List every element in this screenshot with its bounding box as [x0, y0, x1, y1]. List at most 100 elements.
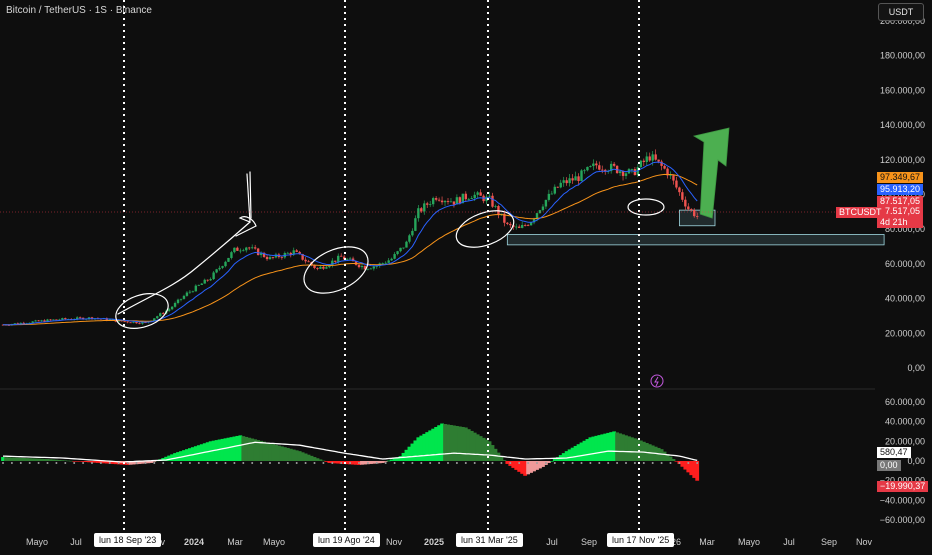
candle-body[interactable] [417, 208, 420, 219]
candle-body[interactable] [292, 250, 295, 255]
candle-body[interactable] [470, 198, 473, 199]
osc-bar[interactable] [315, 458, 320, 461]
osc-bar[interactable] [351, 461, 355, 465]
osc-bar[interactable] [570, 447, 575, 461]
osc-bar[interactable] [561, 453, 566, 461]
candle-body[interactable] [200, 283, 203, 285]
osc-bar[interactable] [484, 439, 489, 461]
candle-body[interactable] [583, 170, 586, 172]
osc-bar[interactable] [33, 458, 38, 461]
osc-bar[interactable] [380, 461, 385, 463]
candle-body[interactable] [221, 266, 224, 268]
candle-body[interactable] [672, 175, 675, 181]
candle-body[interactable] [135, 321, 138, 324]
osc-bar[interactable] [573, 445, 578, 461]
osc-bar[interactable] [4, 457, 8, 461]
osc-bar[interactable] [253, 439, 258, 461]
osc-bar[interactable] [354, 461, 358, 465]
osc-bar[interactable] [279, 446, 284, 461]
osc-bar[interactable] [15, 457, 20, 461]
candle-body[interactable] [203, 279, 206, 284]
currency-button[interactable]: USDT [878, 3, 924, 21]
osc-bar[interactable] [588, 437, 593, 461]
candle-body[interactable] [434, 198, 438, 200]
osc-bar[interactable] [434, 426, 439, 461]
candle-body[interactable] [331, 260, 334, 266]
candle-body[interactable] [431, 198, 435, 205]
candle-body[interactable] [651, 154, 654, 161]
osc-bar[interactable] [327, 461, 332, 463]
osc-bar[interactable] [502, 460, 507, 461]
osc-bar[interactable] [51, 459, 56, 461]
osc-bar[interactable] [472, 432, 477, 461]
candle-body[interactable] [684, 199, 687, 207]
osc-bar[interactable] [241, 436, 246, 461]
osc-bar[interactable] [638, 440, 643, 461]
candle-body[interactable] [46, 319, 49, 322]
candle-body[interactable] [209, 279, 212, 281]
osc-bar[interactable] [282, 447, 287, 461]
candle-body[interactable] [129, 322, 132, 324]
candle-body[interactable] [624, 173, 628, 176]
osc-bar[interactable] [250, 438, 255, 461]
candle-body[interactable] [503, 213, 506, 223]
candle-body[interactable] [340, 255, 343, 257]
osc-bar[interactable] [493, 448, 498, 461]
candle-body[interactable] [630, 169, 634, 170]
candle-body[interactable] [589, 166, 592, 167]
osc-bar[interactable] [217, 439, 222, 461]
candle-body[interactable] [693, 210, 696, 217]
osc-bar[interactable] [392, 458, 397, 461]
candle-body[interactable] [185, 292, 189, 296]
osc-bar[interactable] [606, 432, 611, 461]
candle-body[interactable] [553, 186, 556, 194]
osc-bar[interactable] [259, 440, 263, 461]
candle-body[interactable] [586, 166, 589, 171]
candle-body[interactable] [518, 226, 521, 228]
candle-body[interactable] [256, 248, 260, 256]
candle-body[interactable] [440, 200, 444, 203]
osc-bar[interactable] [674, 461, 679, 462]
candle-body[interactable] [167, 309, 171, 311]
candle-body[interactable] [295, 250, 298, 252]
candle-body[interactable] [473, 194, 476, 199]
osc-bar[interactable] [627, 436, 631, 461]
candle-body[interactable] [334, 260, 337, 262]
osc-bar[interactable] [609, 432, 614, 461]
osc-bar[interactable] [176, 452, 180, 461]
candle-body[interactable] [687, 206, 690, 210]
osc-bar[interactable] [466, 429, 471, 461]
candle-body[interactable] [598, 165, 601, 170]
candle-body[interactable] [31, 321, 34, 323]
osc-bar[interactable] [39, 458, 44, 461]
candle-body[interactable] [458, 197, 462, 204]
osc-bar[interactable] [238, 435, 243, 461]
osc-bar[interactable] [431, 428, 436, 461]
candle-body[interactable] [236, 247, 239, 251]
osc-bar[interactable] [24, 458, 29, 461]
candle-body[interactable] [696, 216, 699, 217]
osc-bar[interactable] [603, 433, 608, 461]
osc-bar[interactable] [407, 446, 412, 461]
osc-bar[interactable] [363, 461, 367, 465]
osc-bar[interactable] [27, 458, 32, 461]
candle-body[interactable] [690, 209, 693, 211]
osc-bar[interactable] [612, 431, 617, 461]
candle-body[interactable] [405, 241, 408, 248]
candle-body[interactable] [375, 265, 378, 267]
annotation-circle-4[interactable] [627, 198, 665, 216]
osc-bar[interactable] [57, 459, 62, 461]
candle-body[interactable] [541, 206, 545, 211]
osc-bar[interactable] [271, 444, 275, 461]
osc-bar[interactable] [75, 461, 80, 462]
candle-body[interactable] [197, 284, 200, 286]
osc-bar[interactable] [312, 457, 317, 461]
candle-body[interactable] [7, 325, 11, 326]
osc-bar[interactable] [164, 456, 169, 461]
candle-body[interactable] [280, 257, 284, 258]
candle-body[interactable] [230, 252, 233, 258]
osc-bar[interactable] [585, 439, 590, 461]
candle-body[interactable] [595, 163, 598, 166]
osc-bar[interactable] [579, 442, 584, 461]
